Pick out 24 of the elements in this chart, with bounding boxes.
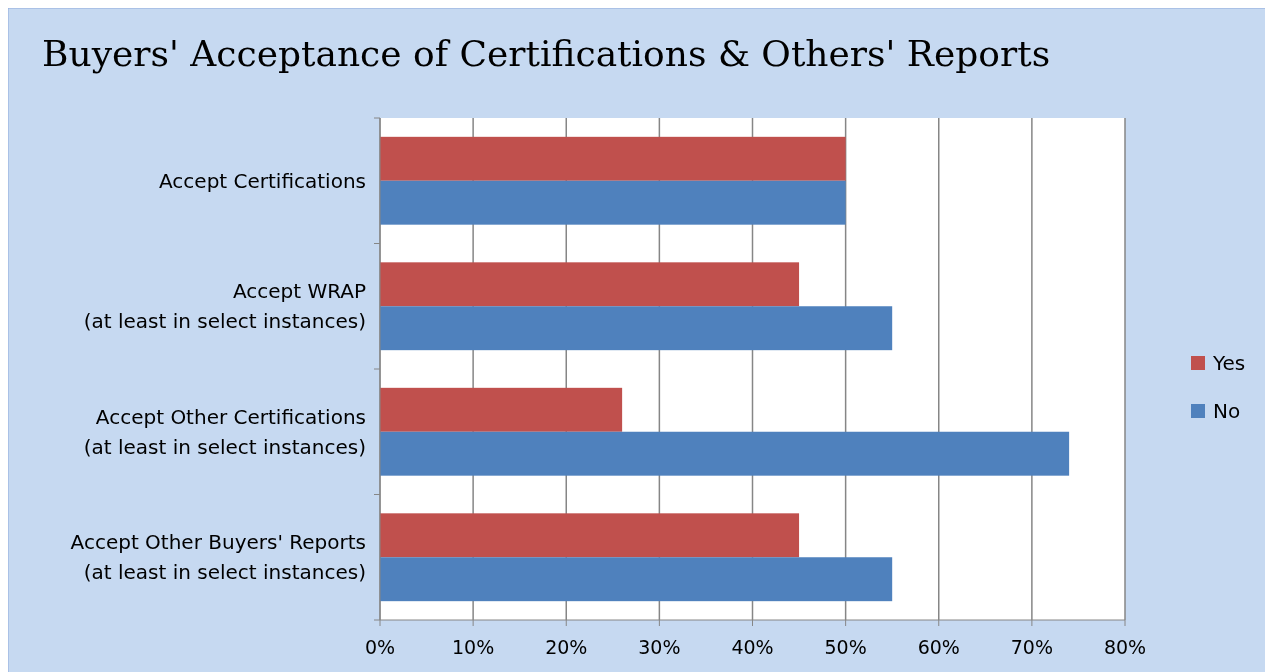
bar [380,262,800,307]
legend-label: Yes [1212,351,1246,375]
y-tick-label: Accept Other Certifications (at least in select instances) [83,404,366,459]
x-tick-label: 60% [917,636,960,658]
x-tick-label: 30% [638,636,681,658]
legend-label: No [1213,399,1241,423]
bar [380,557,893,602]
x-tick-label: 20% [545,636,588,658]
chart-title: Buyers' Acceptance of Certifications & Others' Reports [42,33,1051,74]
y-tick-label: Accept Certifications [159,168,366,193]
bar [380,387,623,432]
x-tick-label: 10% [452,636,495,658]
x-tick-label: 50% [824,636,867,658]
bar [380,431,1070,476]
x-tick-label: 40% [731,636,774,658]
bar [380,513,800,558]
bar [380,180,846,225]
bar [380,306,893,351]
y-tick-label: Accept WRAP (at least in select instances) [83,279,366,334]
bar [380,136,846,181]
x-tick-label: 80% [1103,636,1147,658]
x-tick-label: 0% [364,636,396,658]
x-tick-label: 70% [1010,636,1053,658]
y-tick-label: Accept Other Buyers' Reports (at least in select instances) [70,530,366,585]
